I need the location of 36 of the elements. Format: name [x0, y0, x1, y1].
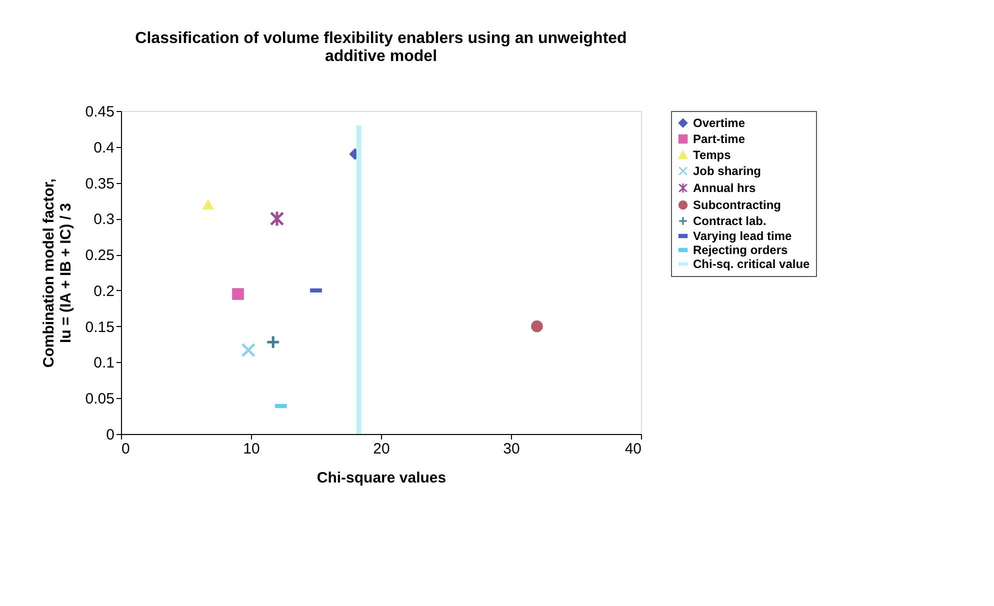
y-tick-label: 0.45 [85, 104, 114, 120]
point [531, 320, 543, 332]
point [202, 199, 214, 210]
x-tick-label: 20 [373, 440, 390, 458]
text: Iu = (IA + IB + IC) / 3 [57, 203, 74, 343]
x-tick-label: 40 [624, 440, 642, 458]
legend-label: Chi-sq. critical value [693, 257, 810, 271]
text: Combination model factor, [40, 178, 58, 368]
point [270, 210, 284, 228]
y-tick-label: 0.25 [85, 247, 114, 264]
legend-label: Temps [693, 148, 732, 162]
legend-label: Rejecting orders [693, 243, 788, 257]
legend-label: Subcontracting [693, 198, 782, 212]
text: Classification of volume flexibility enablers using an unweighted [135, 30, 627, 47]
x-tick-label: 10 [243, 440, 260, 458]
x-axis-title: Chi-square values [316, 470, 446, 486]
text: additive model [324, 48, 438, 65]
legend-label: Contract lab. [693, 214, 766, 228]
y-tick-label: 0.35 [85, 175, 114, 192]
y-tick-label: 0.2 [94, 282, 114, 300]
y-tick-label: 0.3 [94, 211, 114, 228]
x-tick-label: 30 [503, 440, 520, 458]
legend-label: Job sharing [693, 164, 762, 178]
legend-label: Annual hrs [693, 181, 756, 195]
legend-label: Varying lead time [693, 229, 792, 243]
y-tick-label: 0.05 [85, 390, 114, 408]
point [232, 288, 244, 300]
x-tick-label: 0 [122, 440, 130, 458]
point [241, 342, 256, 358]
y-tick-label: 0.15 [85, 318, 114, 336]
legend-label: Part-time [693, 132, 746, 146]
y-tick-label: 0.4 [94, 139, 114, 156]
y-tick-label: 0.1 [94, 354, 114, 372]
legend-label: Overtime [693, 116, 746, 130]
y-tick-label: 0 [106, 426, 114, 444]
point [266, 334, 280, 350]
